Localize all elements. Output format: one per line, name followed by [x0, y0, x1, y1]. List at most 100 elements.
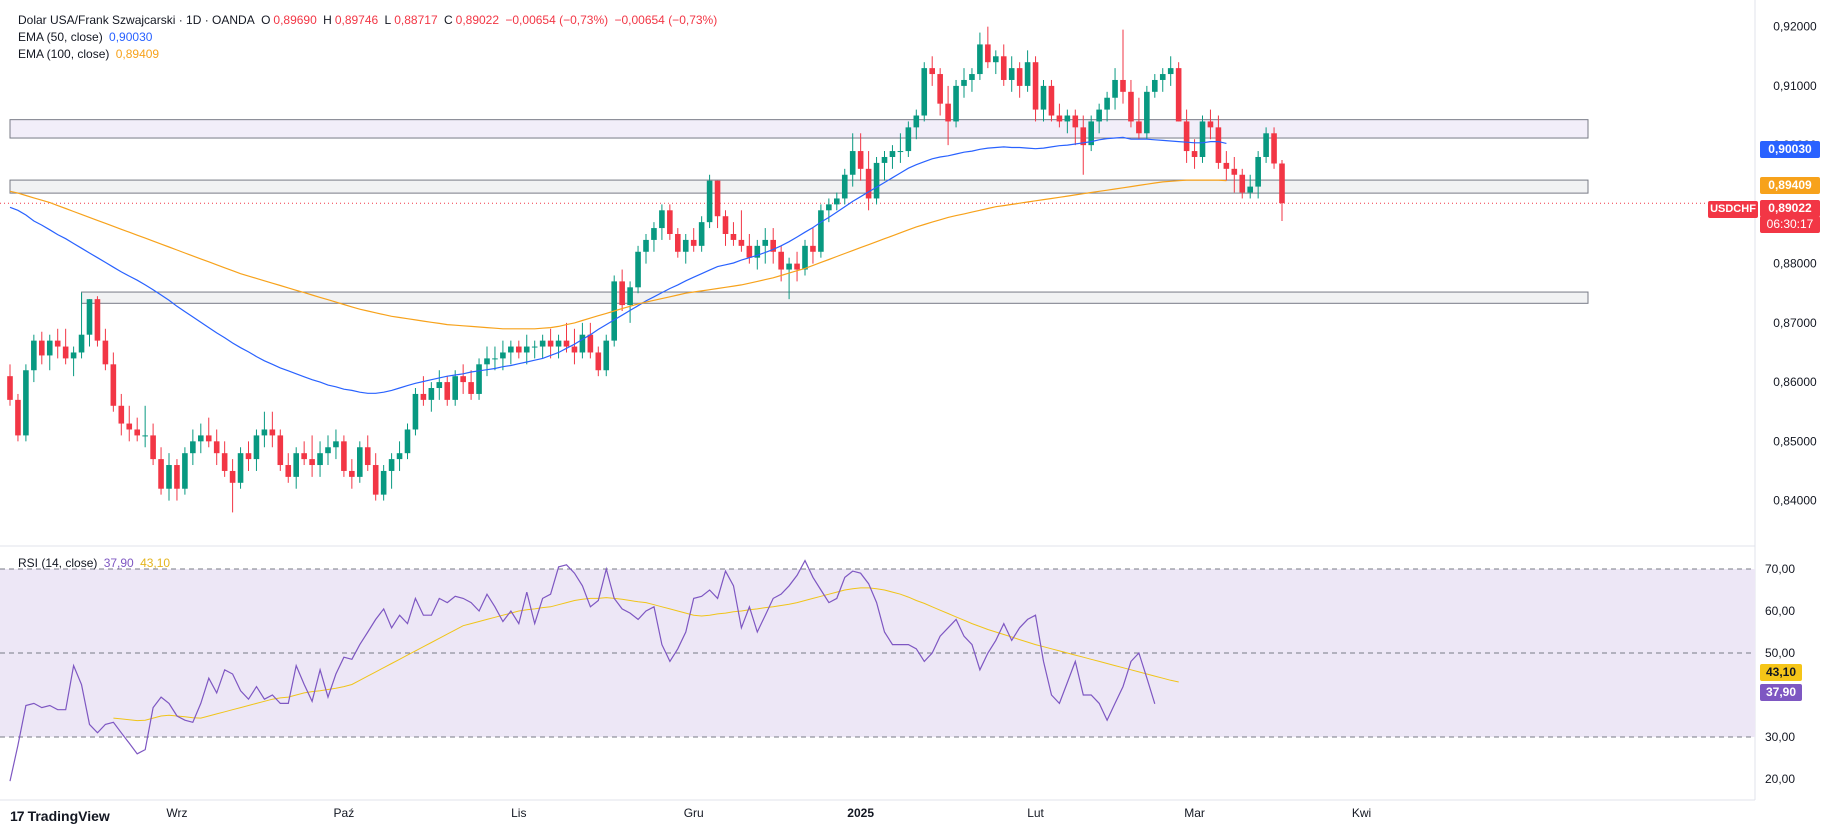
candle[interactable]	[500, 352, 506, 359]
candle[interactable]	[1279, 163, 1285, 204]
candle[interactable]	[977, 44, 983, 75]
candle[interactable]	[571, 346, 578, 353]
candle[interactable]	[190, 441, 196, 454]
candle[interactable]	[531, 346, 538, 348]
candle[interactable]	[619, 281, 625, 306]
candle[interactable]	[1048, 85, 1055, 116]
candle[interactable]	[174, 465, 180, 489]
candle[interactable]	[913, 115, 920, 128]
candle[interactable]	[937, 74, 943, 104]
candle[interactable]	[690, 239, 697, 246]
candle[interactable]	[555, 340, 562, 347]
candle[interactable]	[158, 459, 164, 489]
candle[interactable]	[1207, 121, 1214, 128]
candle[interactable]	[7, 376, 13, 400]
candle[interactable]	[643, 239, 649, 252]
candle[interactable]	[706, 180, 713, 223]
candle[interactable]	[357, 447, 363, 477]
candle[interactable]	[182, 453, 188, 489]
candle[interactable]	[746, 245, 753, 258]
candle[interactable]	[1056, 115, 1063, 122]
candle[interactable]	[1096, 109, 1102, 122]
legend-ema50[interactable]: EMA (50, close) 0,90030	[18, 30, 155, 44]
candle[interactable]	[396, 453, 403, 460]
candle[interactable]	[380, 470, 387, 495]
candle[interactable]	[627, 287, 633, 306]
candle[interactable]	[698, 222, 705, 246]
candle[interactable]	[245, 453, 252, 460]
candle[interactable]	[309, 459, 315, 466]
candle[interactable]	[865, 168, 872, 199]
candle[interactable]	[1080, 127, 1087, 146]
candle[interactable]	[142, 435, 148, 437]
candle[interactable]	[1024, 62, 1031, 86]
candle[interactable]	[1120, 79, 1126, 92]
candle[interactable]	[1064, 115, 1071, 122]
candle[interactable]	[1088, 121, 1094, 146]
candle[interactable]	[1040, 85, 1047, 110]
candle[interactable]	[539, 340, 546, 347]
candle[interactable]	[277, 435, 284, 466]
candle[interactable]	[770, 239, 776, 252]
candle[interactable]	[969, 74, 975, 80]
candle[interactable]	[516, 346, 522, 353]
candle[interactable]	[317, 453, 323, 466]
candle[interactable]	[54, 340, 61, 347]
candle[interactable]	[579, 334, 586, 353]
candle[interactable]	[1183, 121, 1190, 152]
candle[interactable]	[841, 174, 848, 199]
candle[interactable]	[86, 299, 93, 335]
candle[interactable]	[126, 423, 133, 430]
candle[interactable]	[221, 453, 228, 471]
symbol-title[interactable]: Dolar USA/Frank Szwajcarski · 1D · OANDA	[18, 13, 255, 27]
candle[interactable]	[754, 245, 761, 258]
candle[interactable]	[1152, 79, 1158, 92]
candle[interactable]	[778, 251, 784, 270]
candle[interactable]	[213, 441, 220, 454]
candle[interactable]	[921, 68, 928, 116]
candle[interactable]	[547, 340, 554, 347]
candle[interactable]	[1136, 121, 1142, 134]
candle[interactable]	[873, 162, 880, 199]
candle[interactable]	[1128, 91, 1134, 122]
candle[interactable]	[118, 405, 125, 424]
candle[interactable]	[198, 435, 204, 442]
ticker-badge[interactable]: USDCHF	[1708, 201, 1758, 218]
candle[interactable]	[802, 245, 808, 270]
candle[interactable]	[563, 340, 570, 347]
candle[interactable]	[134, 429, 140, 436]
candle[interactable]	[269, 429, 276, 436]
candle[interactable]	[730, 233, 737, 240]
candle[interactable]	[651, 228, 657, 240]
candle[interactable]	[523, 346, 530, 353]
candle[interactable]	[110, 364, 117, 406]
candle[interactable]	[1255, 156, 1261, 187]
candle[interactable]	[857, 151, 864, 169]
candle[interactable]	[46, 340, 53, 356]
candle[interactable]	[762, 239, 769, 246]
candle[interactable]	[897, 151, 904, 153]
candle[interactable]	[587, 334, 594, 353]
candle[interactable]	[1144, 91, 1150, 134]
candle[interactable]	[1215, 127, 1222, 163]
candle[interactable]	[1072, 115, 1079, 128]
candle[interactable]	[492, 358, 498, 360]
candle[interactable]	[1223, 162, 1230, 169]
candle[interactable]	[961, 79, 967, 86]
candle[interactable]	[929, 68, 935, 75]
candle[interactable]	[468, 382, 474, 394]
candle[interactable]	[261, 429, 268, 436]
candle[interactable]	[1191, 151, 1198, 157]
candle[interactable]	[714, 180, 721, 217]
candle[interactable]	[372, 465, 379, 495]
candle[interactable]	[428, 388, 435, 400]
candle[interactable]	[39, 340, 45, 356]
candle[interactable]	[253, 435, 260, 460]
candle[interactable]	[993, 56, 999, 63]
candle[interactable]	[1104, 97, 1110, 110]
candle[interactable]	[15, 399, 21, 436]
candle[interactable]	[205, 435, 212, 442]
candle[interactable]	[794, 263, 800, 270]
candle[interactable]	[229, 470, 236, 483]
